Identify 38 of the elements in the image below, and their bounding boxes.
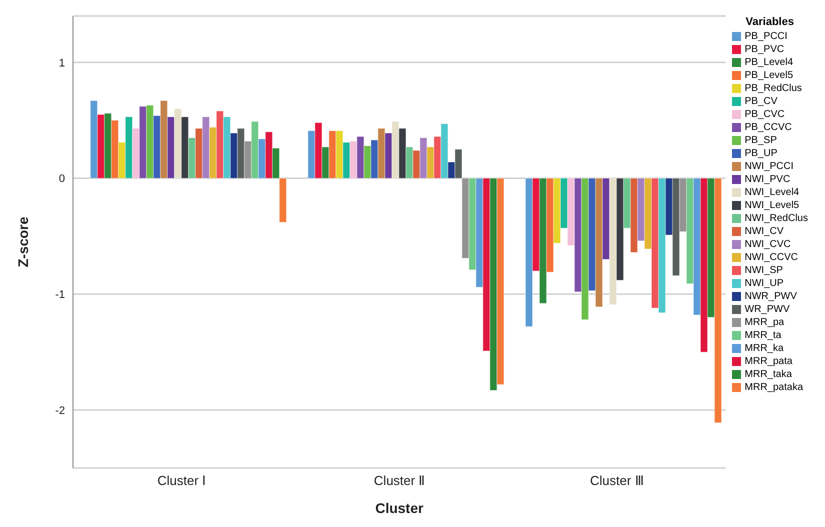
legend-label: NWI_SP <box>744 264 783 277</box>
x-tick-label: Cluster Ⅰ <box>157 473 206 488</box>
legend-label: PB_CCVC <box>744 121 792 134</box>
legend-label: MRR_taka <box>744 368 792 381</box>
legend-label: NWI_CV <box>744 225 784 238</box>
y-tick-label: -2 <box>55 404 65 417</box>
legend-label: NWR_PWV <box>744 290 797 303</box>
legend-label: NWI_UP <box>744 277 784 290</box>
legend-label: MRR_pataka <box>744 381 803 394</box>
legend-label: PB_SP <box>744 134 777 147</box>
legend-label: PB_Level4 <box>744 56 794 69</box>
legend-label: PB_Level5 <box>744 69 794 82</box>
legend-label: NWI_PVC <box>744 173 790 186</box>
legend-label: NWI_Level4 <box>744 186 800 199</box>
legend-title: Variables <box>746 16 795 29</box>
y-tick-label: 0 <box>58 173 65 186</box>
x-tick-label: Cluster Ⅱ <box>374 473 425 488</box>
legend-label: MRR_pata <box>744 355 792 368</box>
legend-label: PB_CVC <box>744 108 785 121</box>
legend-label: NWI_CCVC <box>744 251 798 264</box>
y-tick-label: -1 <box>55 289 65 302</box>
y-axis-title: Z-score <box>14 216 31 268</box>
x-tick-label: Cluster Ⅲ <box>590 473 644 488</box>
legend-label: PB_CV <box>744 95 778 108</box>
x-axis-title: Cluster <box>375 500 424 516</box>
legend-label: NWI_CVC <box>744 238 791 251</box>
legend-label: MRR_ta <box>744 329 782 342</box>
legend-label: PB_PVC <box>744 43 784 56</box>
legend-label: NWI_RedClus <box>744 212 808 225</box>
legend-label: PB_PCCI <box>744 30 788 43</box>
legend-label: NWI_PCCI <box>744 160 794 173</box>
y-tick-label: 1 <box>58 57 65 70</box>
legend-label: NWI_Level5 <box>744 199 800 212</box>
legend-label: MRR_pa <box>744 316 784 329</box>
legend-label: PB_RedClus <box>744 82 802 95</box>
legend-label: PB_UP <box>744 147 778 160</box>
legend-label: MRR_ka <box>744 342 784 355</box>
legend-label: WR_PWV <box>744 303 790 316</box>
